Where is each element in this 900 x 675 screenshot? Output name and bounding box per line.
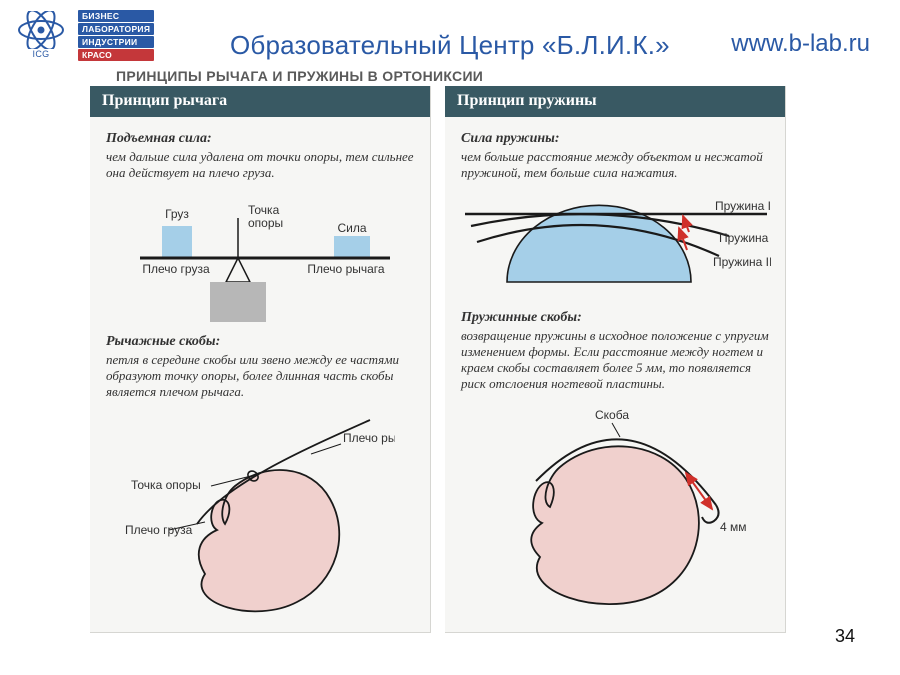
label-load-arm: Плечо груза	[125, 523, 193, 537]
label-brace: Скоба	[595, 408, 629, 422]
panel-lever-header: Принцип рычага	[90, 86, 430, 117]
spring-sub1: Сила пружины:	[461, 131, 769, 147]
atom-icon	[15, 11, 67, 49]
panel-lever: Принцип рычага Подъемная сила: чем дальш…	[90, 86, 431, 633]
lever-desc1: чем дальше сила удалена от точки опоры, …	[106, 149, 414, 182]
page: ICG БИЗНЕС ЛАБОРАТОРИЯ ИНДУСТРИИ КРАСО О…	[0, 0, 900, 675]
section-title: ПРИНЦИПЫ РЫЧАГА И ПРУЖИНЫ В ОРТОНИКСИИ	[116, 68, 483, 84]
panel-spring-body: Сила пружины: чем больше расстояние межд…	[445, 117, 785, 625]
label-load: Груз	[165, 207, 189, 221]
lever-nail-diagram-icon: Плечо рычага Точка опоры Плечо груза	[125, 414, 395, 614]
lever-diagram-icon: Груз Точка опоры Сила Плечо груза Плечо …	[110, 196, 410, 324]
label-spring-1: Пружина I	[715, 199, 771, 213]
label-spring-3: Пружина III	[713, 255, 771, 269]
lever-desc2: петля в середине скобы или звено между е…	[106, 352, 414, 401]
spring-diagram-icon: Пружина I Пружина II Пружина III	[461, 196, 771, 296]
icg-logo-text: ICG	[33, 49, 50, 59]
blik-line-3: ИНДУСТРИИ	[78, 36, 154, 48]
panel-spring: Принцип пружины Сила пружины: чем больше…	[445, 86, 786, 633]
header-title: Образовательный Центр «Б.Л.И.К.»	[230, 30, 670, 61]
panel-spring-header: Принцип пружины	[445, 86, 785, 117]
logo-area: ICG БИЗНЕС ЛАБОРАТОРИЯ ИНДУСТРИИ КРАСО	[10, 4, 154, 66]
panels: Принцип рычага Подъемная сила: чем дальш…	[90, 86, 786, 633]
blik-line-4: КРАСО	[78, 49, 154, 61]
spring-desc2: возвращение пружины в исходное положение…	[461, 328, 769, 393]
label-span-lever: Плечо рычага	[307, 262, 385, 276]
blik-logo: БИЗНЕС ЛАБОРАТОРИЯ ИНДУСТРИИ КРАСО	[78, 9, 154, 62]
label-spring-2: Пружина II	[719, 231, 771, 245]
icg-logo: ICG	[10, 4, 72, 66]
label-force: Сила	[337, 221, 366, 235]
label-fulcrum-2: опоры	[248, 216, 283, 230]
lever-sub1: Подъемная сила:	[106, 131, 414, 147]
spring-nail-diagram-icon: Скоба 4 мм	[480, 407, 750, 607]
label-fulcrum-1: Точка	[248, 203, 280, 217]
lever-sub2: Рычажные скобы:	[106, 334, 414, 350]
label-span-load: Плечо груза	[142, 262, 210, 276]
spring-desc1: чем больше расстояние между объектом и н…	[461, 149, 769, 182]
label-lever-fulcrum: Точка опоры	[131, 478, 201, 492]
label-gap: 4 мм	[720, 520, 747, 534]
panel-lever-body: Подъемная сила: чем дальше сила удалена …	[90, 117, 430, 632]
label-lever-arm: Плечо рычага	[343, 431, 395, 445]
header-url[interactable]: www.b-lab.ru	[731, 30, 870, 58]
page-number: 34	[835, 626, 855, 647]
blik-line-1: БИЗНЕС	[78, 10, 154, 22]
blik-line-2: ЛАБОРАТОРИЯ	[78, 23, 154, 35]
spring-sub2: Пружинные скобы:	[461, 310, 769, 326]
